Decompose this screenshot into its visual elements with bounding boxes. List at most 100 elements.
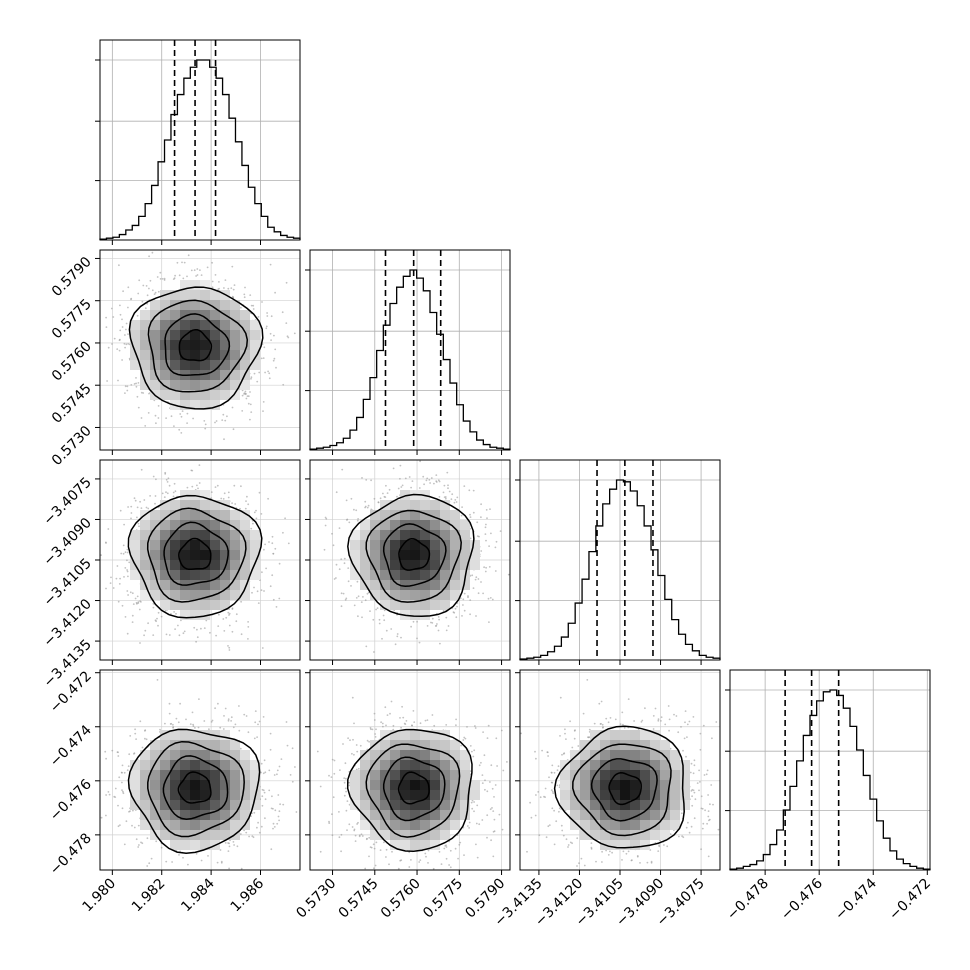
x-tick-label: 0.5745 [336, 876, 382, 922]
scatter-point [551, 781, 554, 784]
scatter-point [228, 624, 231, 627]
scatter-point [186, 422, 189, 424]
density-cell [410, 560, 420, 570]
scatter-point [388, 863, 390, 866]
scatter-point [652, 728, 655, 730]
scatter-point [350, 497, 353, 500]
scatter-point [488, 545, 490, 547]
scatter-point [478, 535, 480, 538]
density-cell [430, 790, 440, 800]
density-cell [410, 820, 420, 830]
density-cell [240, 350, 250, 360]
scatter-point [600, 700, 603, 703]
scatter-point [285, 721, 288, 723]
scatter-point [119, 313, 122, 316]
density-cell [160, 580, 170, 590]
density-cell [600, 730, 610, 740]
scatter-point [706, 769, 709, 772]
scatter-point [389, 712, 391, 715]
density-cell [190, 600, 200, 610]
scatter-point [529, 801, 531, 804]
density-cell [660, 830, 670, 840]
scatter-point [410, 625, 412, 628]
scatter-point [145, 738, 148, 741]
density-cell [150, 580, 160, 590]
scatter-point [180, 432, 183, 434]
scatter-point [173, 482, 176, 485]
density-cell [240, 760, 250, 770]
density-cell [170, 840, 180, 850]
scatter-point [399, 464, 402, 467]
scatter-point [117, 755, 120, 757]
scatter-point [456, 496, 459, 499]
scatter-point [257, 316, 260, 318]
density-cell [160, 300, 170, 310]
density-cell [160, 830, 170, 840]
density-cell [460, 540, 470, 550]
scatter-point [340, 558, 343, 560]
scatter-point [179, 702, 182, 705]
scatter-point [193, 269, 196, 272]
scatter-point [332, 544, 335, 547]
density-cell [620, 760, 630, 770]
scatter-point [447, 625, 450, 627]
scatter-point [340, 850, 342, 853]
scatter-point [538, 834, 541, 837]
x-tick-label: 0.5760 [378, 876, 424, 922]
density-cell [370, 810, 380, 820]
density-cell [230, 310, 240, 320]
density-cell [180, 760, 190, 770]
scatter-point [561, 753, 563, 756]
density-cell [200, 760, 210, 770]
scatter-point [551, 807, 554, 810]
scatter-point [139, 500, 142, 503]
scatter-point [373, 497, 376, 500]
density-cell [410, 840, 420, 850]
scatter-point [539, 796, 542, 799]
scatter-point [156, 276, 159, 278]
scatter-point [116, 348, 119, 350]
scatter-point [343, 794, 346, 797]
scatter-point [486, 737, 489, 739]
density-cell [420, 510, 430, 520]
scatter-point [399, 477, 401, 480]
density-cell [190, 340, 200, 350]
scatter-point [545, 836, 548, 839]
density-cell [670, 800, 680, 810]
scatter-point [223, 492, 226, 495]
scatter-point [332, 796, 335, 799]
density-cell [230, 300, 240, 310]
density-cell [440, 580, 450, 590]
scatter-point [194, 727, 196, 729]
scatter-point [550, 771, 553, 774]
density-cell [180, 610, 190, 620]
scatter-point [383, 495, 386, 498]
scatter-point [146, 302, 149, 305]
density-cells [560, 730, 690, 850]
scatter-point [257, 821, 259, 824]
density-cell [240, 810, 250, 820]
density-cell [420, 790, 430, 800]
scatter-point [480, 550, 483, 552]
scatter-point [159, 271, 162, 274]
scatter-point [324, 524, 327, 527]
density-cell [150, 800, 160, 810]
scatter-point [116, 565, 119, 567]
density-cell [210, 330, 220, 340]
scatter-point [163, 496, 166, 498]
scatter-point [230, 716, 233, 719]
scatter-point [123, 771, 126, 774]
density-cell [570, 800, 580, 810]
density-cell [130, 530, 140, 540]
scatter-point [141, 842, 144, 845]
scatter-point [491, 598, 494, 601]
scatter-point [161, 278, 164, 280]
scatter-point [365, 838, 368, 841]
scatter-point [429, 482, 431, 484]
scatter-point [401, 705, 403, 708]
density-cell [370, 590, 380, 600]
scatter-point [681, 835, 683, 837]
density-cell [620, 820, 630, 830]
scatter-point [266, 315, 269, 317]
scatter-point [690, 762, 693, 765]
